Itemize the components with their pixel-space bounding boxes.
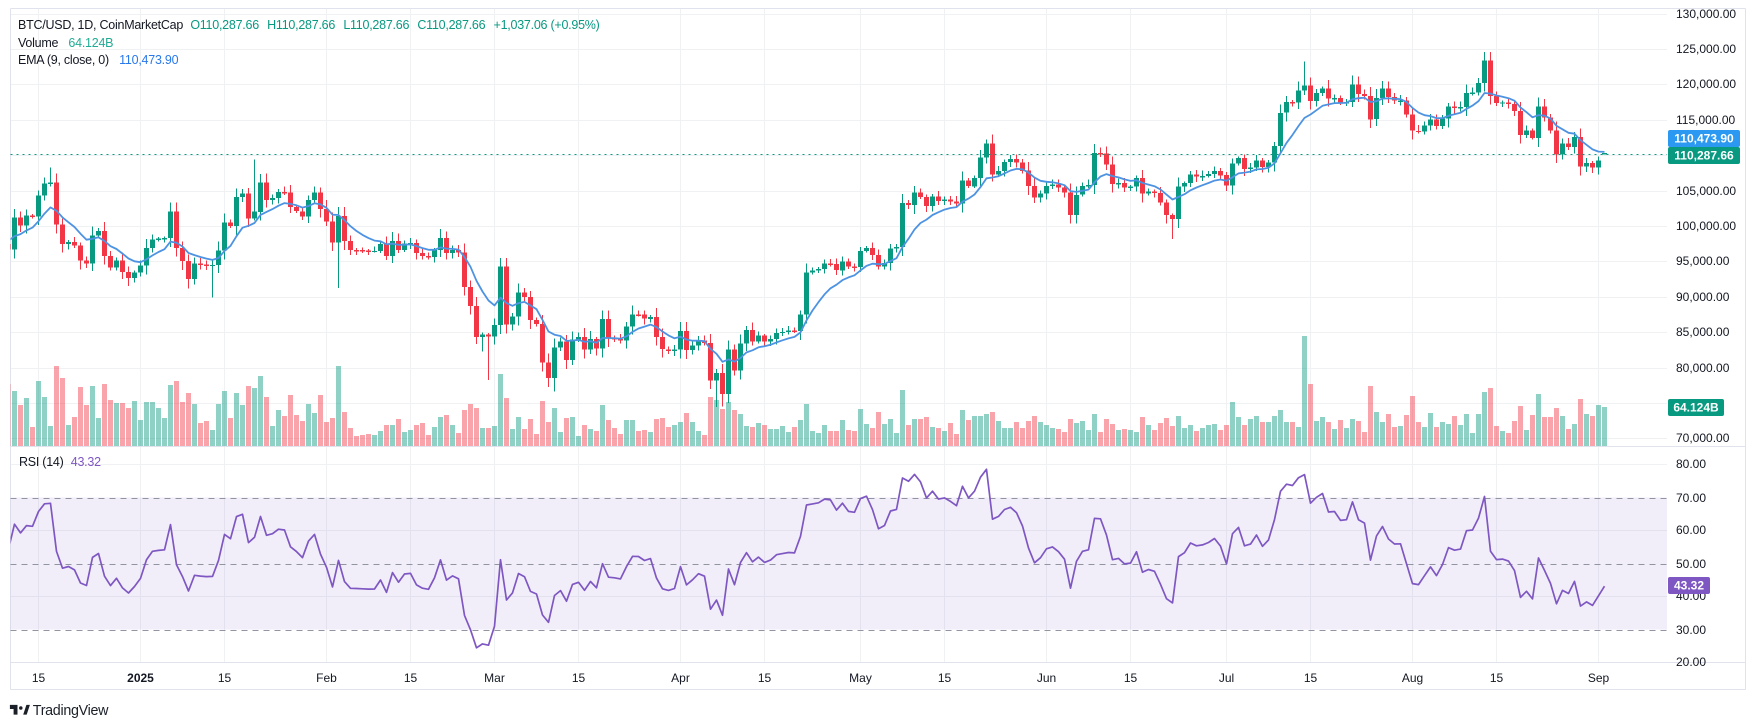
- svg-text:15: 15: [1304, 671, 1318, 685]
- svg-text:15: 15: [1490, 671, 1504, 685]
- svg-text:Apr: Apr: [671, 671, 690, 685]
- svg-text:15: 15: [404, 671, 418, 685]
- svg-text:15: 15: [218, 671, 232, 685]
- svg-text:90,000.00: 90,000.00: [1676, 290, 1730, 304]
- svg-text:100,000.00: 100,000.00: [1676, 219, 1736, 233]
- svg-text:95,000.00: 95,000.00: [1676, 254, 1730, 268]
- svg-text:43.32: 43.32: [1674, 579, 1704, 593]
- svg-text:115,000.00: 115,000.00: [1676, 113, 1735, 127]
- svg-text:125,000.00: 125,000.00: [1676, 42, 1736, 56]
- svg-text:May: May: [849, 671, 872, 685]
- svg-text:120,000.00: 120,000.00: [1676, 77, 1736, 91]
- svg-text:Sep: Sep: [1588, 671, 1610, 685]
- svg-text:2025: 2025: [127, 671, 154, 685]
- svg-text:15: 15: [1124, 671, 1138, 685]
- svg-text:20.00: 20.00: [1676, 655, 1706, 669]
- svg-text:70.00: 70.00: [1676, 491, 1706, 505]
- svg-text:30.00: 30.00: [1676, 623, 1706, 637]
- svg-text:80,000.00: 80,000.00: [1676, 361, 1730, 375]
- svg-text:15: 15: [32, 671, 46, 685]
- svg-text:50.00: 50.00: [1676, 557, 1706, 571]
- svg-text:15: 15: [758, 671, 772, 685]
- svg-text:60.00: 60.00: [1676, 523, 1706, 537]
- svg-text:110,287.66: 110,287.66: [1674, 149, 1734, 163]
- svg-text:80.00: 80.00: [1676, 457, 1706, 471]
- svg-text:Mar: Mar: [484, 671, 505, 685]
- svg-text:Jun: Jun: [1037, 671, 1056, 685]
- svg-text:64.124B: 64.124B: [1673, 401, 1719, 415]
- svg-text:15: 15: [572, 671, 586, 685]
- svg-text:Aug: Aug: [1402, 671, 1423, 685]
- svg-text:70,000.00: 70,000.00: [1676, 431, 1730, 445]
- svg-text:Jul: Jul: [1219, 671, 1234, 685]
- svg-text:110,473.90: 110,473.90: [1674, 132, 1734, 146]
- svg-text:85,000.00: 85,000.00: [1676, 325, 1730, 339]
- svg-text:Feb: Feb: [316, 671, 337, 685]
- svg-text:105,000.00: 105,000.00: [1676, 184, 1736, 198]
- svg-text:15: 15: [938, 671, 952, 685]
- svg-text:TradingView: TradingView: [33, 703, 109, 719]
- svg-text:130,000.00: 130,000.00: [1676, 7, 1736, 21]
